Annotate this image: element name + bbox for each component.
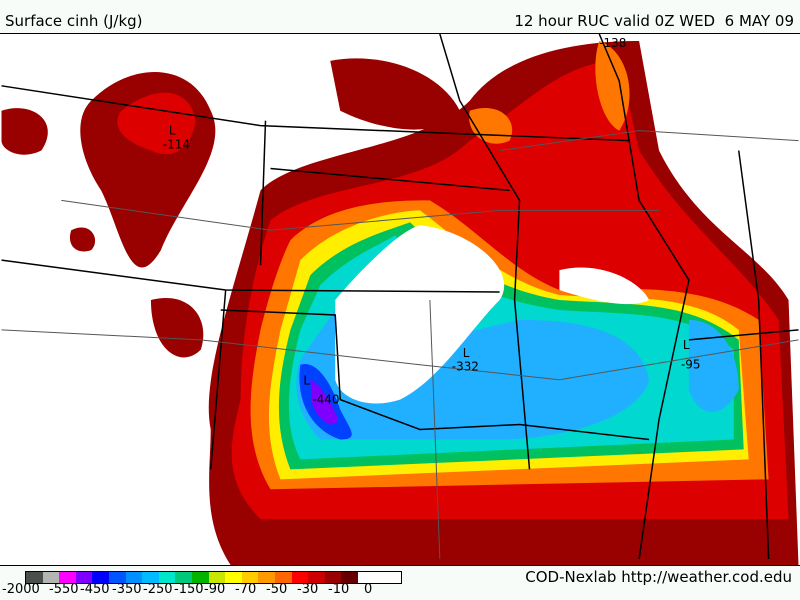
color-legend bbox=[25, 571, 402, 584]
valid-time: 12 hour RUC valid 0Z WED 6 MAY 09 bbox=[514, 12, 794, 30]
map-title: Surface cinh (J/kg) bbox=[5, 12, 143, 30]
legend-swatch bbox=[208, 572, 226, 583]
legend-swatch bbox=[225, 572, 242, 583]
highways bbox=[1, 130, 799, 560]
legend-swatch bbox=[92, 572, 109, 583]
low-marker: L bbox=[463, 346, 470, 360]
legend-swatch bbox=[291, 572, 309, 583]
legend-label: -2000 bbox=[2, 582, 40, 597]
legend-label: -50 bbox=[266, 582, 288, 597]
legend-swatch bbox=[357, 572, 402, 583]
state-borders bbox=[1, 34, 799, 560]
field-zero-regions bbox=[335, 225, 650, 404]
low-marker: L bbox=[303, 374, 310, 388]
cinh-map: L -440 L -332 L -114 -138 L -95 bbox=[0, 33, 800, 566]
legend-label: -550 bbox=[49, 582, 79, 597]
legend-swatch bbox=[175, 572, 192, 583]
legend-swatch bbox=[59, 572, 76, 583]
legend-label: -30 bbox=[297, 582, 319, 597]
legend-swatch bbox=[191, 572, 209, 583]
legend-label: -70 bbox=[235, 582, 257, 597]
field-purple bbox=[310, 379, 339, 425]
legend-label: -10 bbox=[328, 582, 350, 597]
legend-swatch bbox=[308, 572, 325, 583]
legend-swatch bbox=[274, 572, 292, 583]
legend-swatch bbox=[108, 572, 126, 583]
low-marker: L bbox=[169, 124, 176, 138]
header: Surface cinh (J/kg) 12 hour RUC valid 0Z… bbox=[0, 0, 800, 33]
cinh-min-label: -138 bbox=[599, 36, 626, 50]
legend-swatch bbox=[241, 572, 259, 583]
legend-swatch bbox=[158, 572, 176, 583]
cinh-min-label: -114 bbox=[163, 138, 190, 152]
credit: COD-Nexlab http://weather.cod.edu bbox=[525, 568, 792, 586]
pressure-center-labels: L -440 L -332 L -114 -138 L -95 bbox=[163, 36, 701, 407]
legend-swatch bbox=[125, 572, 143, 583]
legend-label: -150 bbox=[174, 582, 204, 597]
legend-label: -250 bbox=[143, 582, 173, 597]
cinh-min-label: -95 bbox=[681, 358, 701, 372]
legend-label: 0 bbox=[364, 582, 373, 597]
legend-swatch bbox=[75, 572, 93, 583]
low-marker: L bbox=[683, 338, 690, 352]
legend-label: -90 bbox=[204, 582, 226, 597]
legend-label: -450 bbox=[80, 582, 110, 597]
legend-label: -350 bbox=[112, 582, 142, 597]
legend-swatch bbox=[42, 572, 60, 583]
legend-swatch bbox=[26, 572, 43, 583]
legend-swatch bbox=[258, 572, 275, 583]
legend-swatch bbox=[142, 572, 159, 583]
legend-swatch bbox=[324, 572, 342, 583]
legend-swatch bbox=[341, 572, 358, 583]
cinh-min-label: -440 bbox=[312, 393, 339, 407]
cinh-min-label: -332 bbox=[452, 360, 479, 374]
